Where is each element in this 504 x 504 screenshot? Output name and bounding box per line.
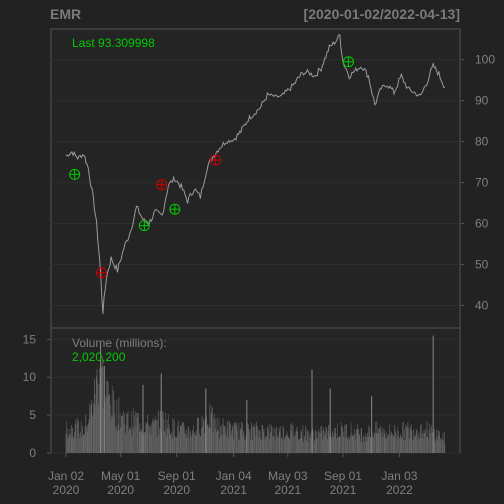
x-tick-month: Jan 02: [48, 469, 84, 483]
price-tick-label: 90: [475, 94, 489, 108]
x-tick-year: 2020: [163, 483, 190, 497]
x-tick-year: 2021: [274, 483, 301, 497]
buy-signal-marker: [138, 220, 150, 232]
price-panel: [50, 28, 461, 329]
volume-tick-label: 5: [29, 408, 36, 422]
buy-signal-marker: [169, 203, 181, 215]
buy-signal-marker: [69, 168, 81, 180]
x-tick-month: May 03: [268, 469, 308, 483]
x-tick-year: 2022: [386, 483, 413, 497]
volume-tick-label: 15: [23, 332, 37, 346]
buy-signal-marker: [342, 56, 354, 68]
volume-bars: [65, 335, 446, 453]
price-line: [65, 34, 446, 314]
price-axis: 40 50 60 70 80 90 100: [460, 53, 495, 312]
x-tick-year: 2021: [220, 483, 247, 497]
volume-last-value: 2,020,200: [72, 350, 126, 364]
price-tick-label: 40: [475, 298, 489, 312]
price-tick-label: 60: [475, 217, 489, 231]
sell-signal-marker: [209, 154, 221, 166]
chart-title: EMR: [50, 6, 81, 22]
x-tick-year: 2020: [53, 483, 80, 497]
sell-signal-marker: [96, 267, 108, 279]
price-tick-label: 100: [475, 53, 495, 67]
x-tick-month: Jan 04: [216, 469, 252, 483]
x-tick-month: Sep 01: [324, 469, 362, 483]
x-tick-month: Sep 01: [158, 469, 196, 483]
price-tick-label: 70: [475, 176, 489, 190]
x-tick-month: May 01: [101, 469, 141, 483]
signal-markers: [69, 56, 354, 279]
price-tick-label: 80: [475, 135, 489, 149]
volume-label: Volume (millions):: [72, 336, 167, 350]
date-range-label: [2020-01-02/2022-04-13]: [304, 6, 460, 22]
volume-axis: 0 5 10 15: [23, 332, 51, 460]
sell-signal-marker: [156, 179, 168, 191]
x-tick-year: 2021: [330, 483, 357, 497]
volume-tick-label: 10: [23, 370, 37, 384]
last-price-label: Last 93.309998: [72, 36, 155, 50]
x-tick-month: Jan 03: [381, 469, 417, 483]
volume-tick-label: 0: [29, 446, 36, 460]
price-tick-label: 50: [475, 258, 489, 272]
x-tick-year: 2020: [107, 483, 134, 497]
